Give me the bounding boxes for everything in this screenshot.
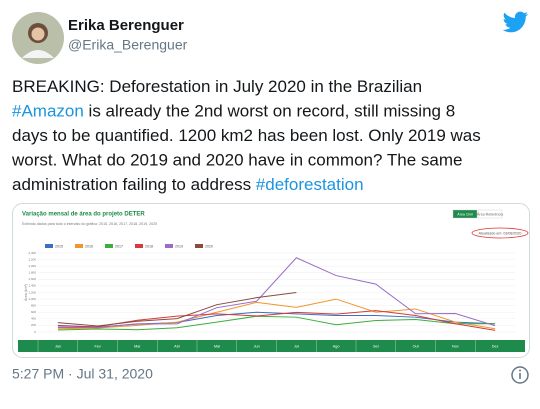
info-dot — [519, 369, 521, 372]
info-icon[interactable] — [511, 366, 529, 384]
annotation-circle — [471, 227, 529, 239]
series-line — [57, 257, 496, 329]
x-tick-label: Jul — [294, 344, 299, 348]
toggle-button[interactable] — [477, 209, 503, 219]
hashtag[interactable]: #Amazon — [12, 102, 84, 121]
y-tick-label: 800 — [31, 303, 36, 307]
series-line — [57, 315, 496, 331]
y-tick-label: 1,000 — [28, 297, 36, 301]
y-tick-label: 200 — [31, 323, 36, 327]
legend-label: 2019 — [175, 244, 183, 248]
legend-swatch — [135, 244, 143, 248]
text-segment: is already the 2nd worst on record, stil… — [84, 102, 455, 121]
text-line: days to be quantified. 1200 km2 has been… — [12, 126, 481, 145]
legend-label: 2016 — [85, 244, 93, 248]
avatar[interactable] — [12, 12, 64, 64]
y-tick-label: 1,800 — [28, 271, 36, 275]
media-frame[interactable] — [12, 203, 530, 358]
twitter-logo[interactable] — [502, 11, 529, 33]
legend-label: 2018 — [145, 244, 153, 248]
x-tick-label: Mai — [214, 344, 220, 348]
series-line — [57, 310, 496, 331]
x-tick-label: Abr — [174, 344, 181, 348]
toggle-button[interactable] — [452, 209, 478, 219]
x-tick-label: Dez — [492, 344, 499, 348]
x-tick-label: Set — [373, 344, 380, 348]
toggle-label: Área Referência — [477, 212, 503, 216]
y-axis-label: Área (km²) — [24, 284, 28, 301]
x-tick-label: Jun — [254, 344, 260, 348]
legend-label: 2020 — [205, 244, 213, 248]
info-stem — [519, 373, 521, 379]
legend-swatch — [75, 244, 83, 248]
x-tick-label: Out — [413, 344, 420, 348]
x-tick-label: Fev — [94, 344, 100, 348]
text-line: administration failing to address #defor… — [12, 175, 364, 194]
y-tick-label: 0 — [34, 330, 36, 334]
chart: Variação mensal de área do projeto DETER… — [18, 209, 529, 352]
x-tick-label: Jan — [55, 344, 61, 348]
text-line: BREAKING: Deforestation in July 2020 in … — [12, 77, 422, 96]
toggle-label: Área Civil — [457, 212, 473, 216]
y-tick-label: 600 — [31, 310, 36, 314]
avatar-body — [22, 50, 54, 58]
y-tick-label: 1,600 — [28, 277, 36, 281]
annotation: Atualizado em: 03/08/2020 — [479, 231, 522, 235]
legend-swatch — [165, 244, 173, 248]
chart-title: Variação mensal de área do projeto DETER — [22, 212, 145, 218]
text-line: worst. What do 2019 and 2020 have in com… — [11, 151, 462, 170]
x-tick-label: Mar — [134, 344, 141, 348]
timestamp[interactable]: 5:27 PM · Jul 31, 2020 — [12, 366, 153, 382]
chart-subtitle: Exibindo dados para todo o intervalo do … — [22, 222, 157, 226]
month-band — [18, 340, 525, 352]
y-tick-label: 2,000 — [28, 264, 36, 268]
text-segment: worst. What do 2019 and 2020 have in com… — [11, 151, 462, 170]
text-segment: days to be quantified. 1200 km2 has been… — [12, 126, 481, 145]
legend-label: 2015 — [55, 244, 63, 248]
legend-swatch — [105, 244, 113, 248]
avatar-face — [31, 27, 45, 41]
y-tick-label: 2,400 — [28, 251, 36, 255]
legend-swatch — [45, 244, 53, 248]
y-tick-label: 1,200 — [28, 290, 36, 294]
text-segment: administration failing to address — [12, 175, 256, 194]
text-segment: BREAKING: Deforestation in July 2020 in … — [12, 77, 422, 96]
author-name[interactable]: Erika Berenguer — [68, 17, 184, 34]
series-line — [57, 298, 496, 330]
y-tick-label: 2,200 — [28, 257, 36, 261]
info-circle — [511, 366, 529, 384]
y-tick-label: 1,400 — [28, 284, 36, 288]
author-handle[interactable]: @Erika_Berenguer — [68, 37, 188, 53]
x-tick-label: Ago — [333, 344, 340, 348]
tweet-text: BREAKING: Deforestation in July 2020 in … — [11, 77, 481, 194]
hashtag[interactable]: #deforestation — [256, 175, 364, 194]
text-line: #Amazon is already the 2nd worst on reco… — [12, 102, 455, 121]
legend-swatch — [195, 244, 203, 248]
y-tick-label: 400 — [31, 317, 36, 321]
x-tick-label: Nov — [452, 344, 459, 348]
series-line — [57, 292, 297, 327]
legend-label: 2017 — [115, 244, 123, 248]
